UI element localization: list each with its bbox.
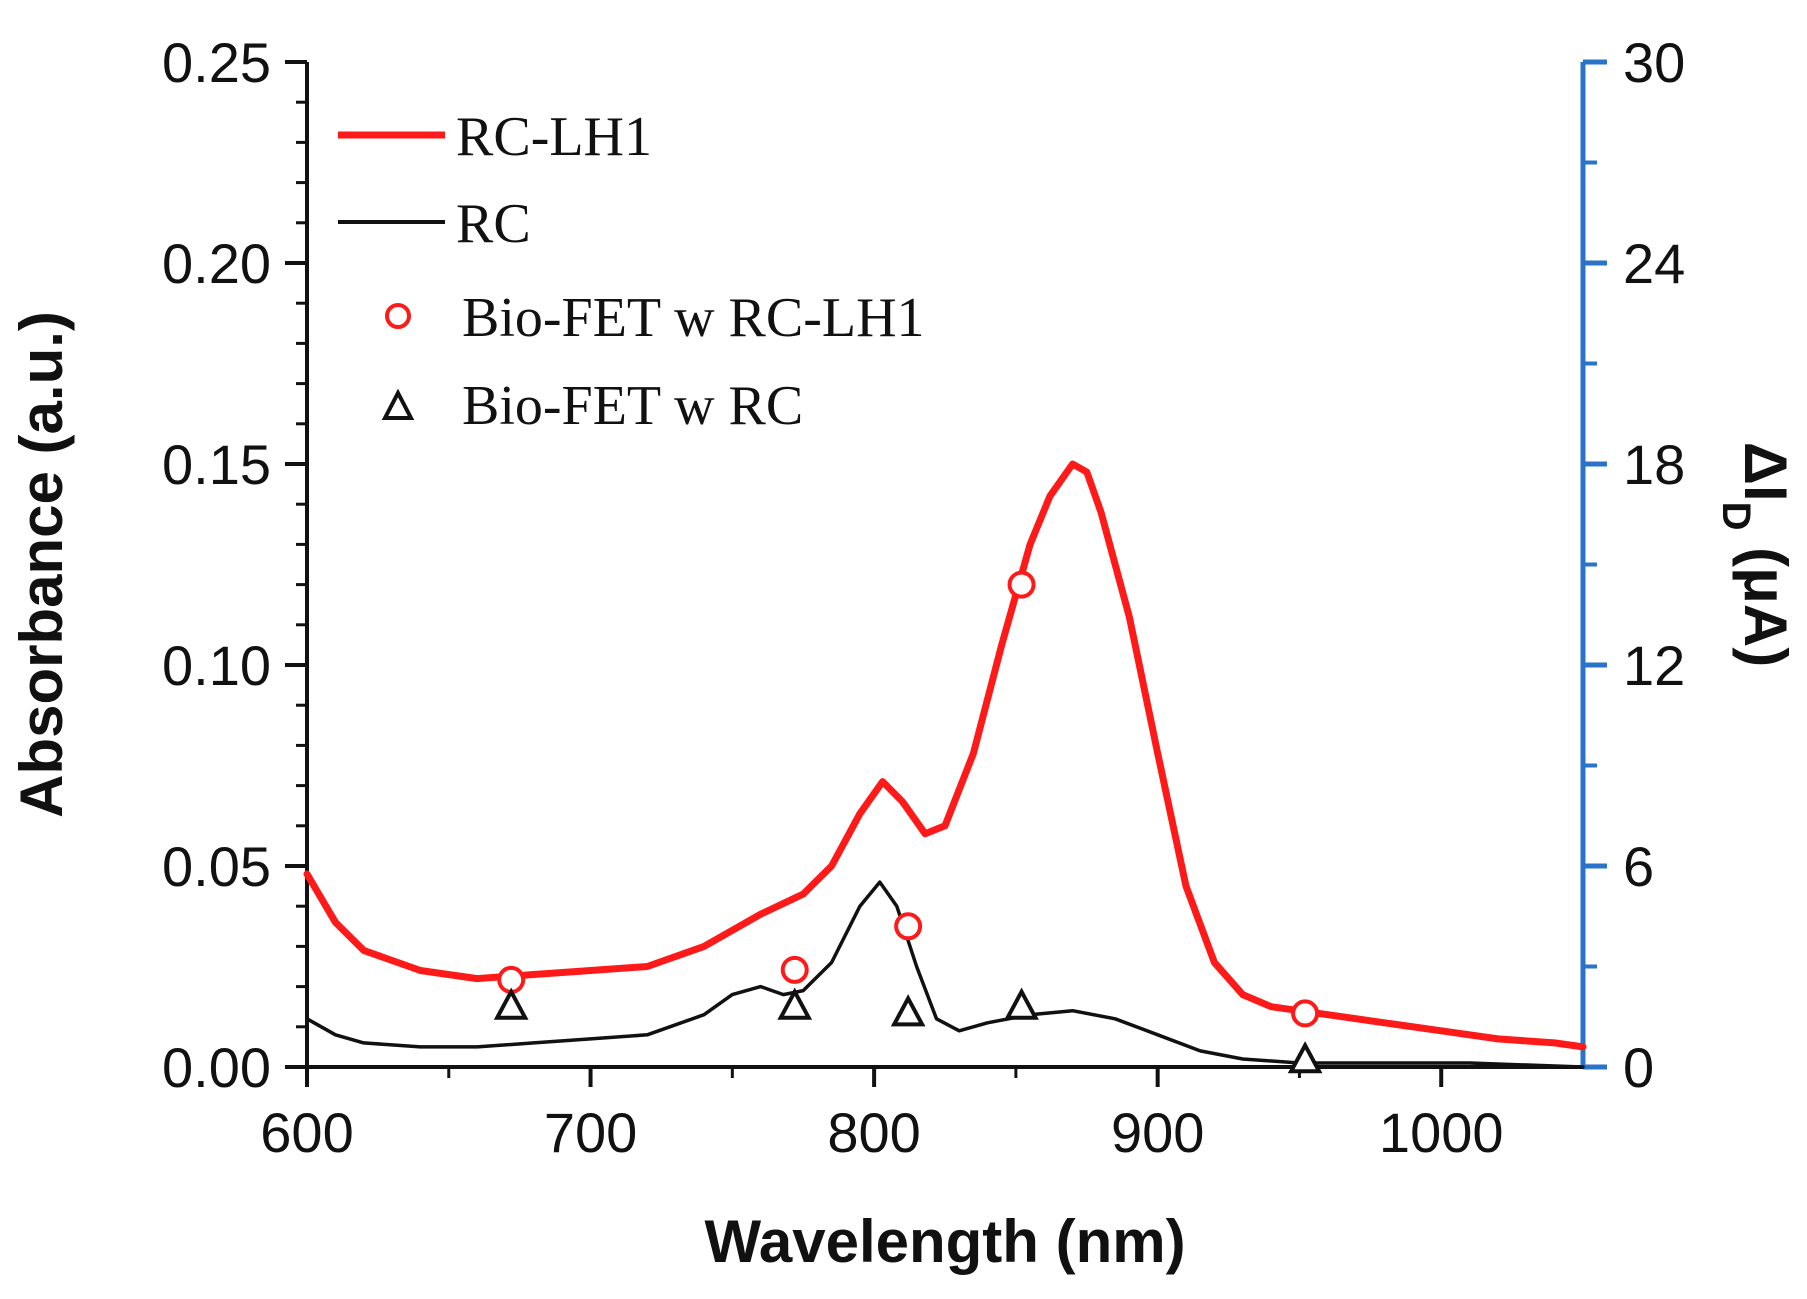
- series-line-rc-lh1: [303, 460, 1587, 1051]
- marker-bio-fet-rc-lh1: [780, 955, 809, 984]
- plot-area: 600 700 800 900 1000 0.00 0.05 0.10 0.15 0.20 0.25…: [162, 31, 1685, 1164]
- y-right-tick-label: 0: [1623, 1036, 1654, 1099]
- y-axis-right-title: ΔID (μA): [1714, 442, 1799, 667]
- y-right-tick-label: 24: [1623, 232, 1685, 295]
- y-right-tick-label: 30: [1623, 31, 1685, 94]
- legend: RC-LH1 RC Bio-FET w RC-LH1 Bio-FET w RC: [338, 106, 925, 437]
- legend-label-rc-lh1: RC-LH1: [456, 106, 652, 168]
- x-tick-label: 1000: [1379, 1101, 1504, 1164]
- marker-bio-fet-rc: [890, 994, 926, 1027]
- y-right-tick-label: 6: [1623, 835, 1654, 898]
- x-tick-label: 800: [827, 1101, 920, 1164]
- y-left-tick-label: 0.05: [162, 835, 271, 898]
- legend-swatch-bio-fet-rc-lh1: [385, 303, 411, 329]
- marker-bio-fet-rc-lh1: [1291, 999, 1320, 1028]
- x-axis-title: Wavelength (nm): [704, 1208, 1185, 1275]
- legend-label-bio-fet-rc: Bio-FET w RC: [462, 375, 803, 437]
- y-axis-right-title-subscript: D: [1714, 502, 1758, 531]
- x-tick-label: 700: [544, 1101, 637, 1164]
- y-axis-right-title-main: ΔI: [1732, 442, 1799, 502]
- y-right-tick-label: 18: [1623, 433, 1685, 496]
- y-axis-right-title-unit: (μA): [1732, 531, 1799, 668]
- y-axis-left-title: Absorbance (a.u.): [8, 311, 75, 818]
- x-tick-label: 900: [1111, 1101, 1204, 1164]
- x-tick-label: 600: [260, 1101, 353, 1164]
- legend-label-rc: RC: [456, 193, 531, 255]
- marker-bio-fet-rc: [493, 987, 529, 1020]
- marker-bio-fet-rc: [777, 987, 813, 1020]
- series-line-rc: [305, 880, 1585, 1069]
- y-left-tick-label: 0.10: [162, 634, 271, 697]
- y-left-tick-label: 0.00: [162, 1036, 271, 1099]
- marker-bio-fet-rc: [1287, 1041, 1323, 1074]
- legend-label-bio-fet-rc-lh1: Bio-FET w RC-LH1: [462, 287, 925, 349]
- marker-bio-fet-rc-lh1: [1007, 570, 1036, 599]
- y-left-tick-label: 0.25: [162, 31, 271, 94]
- marker-bio-fet-rc: [1004, 987, 1039, 1020]
- y-right-tick-label: 12: [1623, 634, 1685, 697]
- marker-bio-fet-rc-lh1: [894, 912, 923, 941]
- y-left-tick-label: 0.15: [162, 433, 271, 496]
- y-left-tick-label: 0.20: [162, 232, 271, 295]
- legend-swatch-bio-fet-rc: [381, 388, 415, 420]
